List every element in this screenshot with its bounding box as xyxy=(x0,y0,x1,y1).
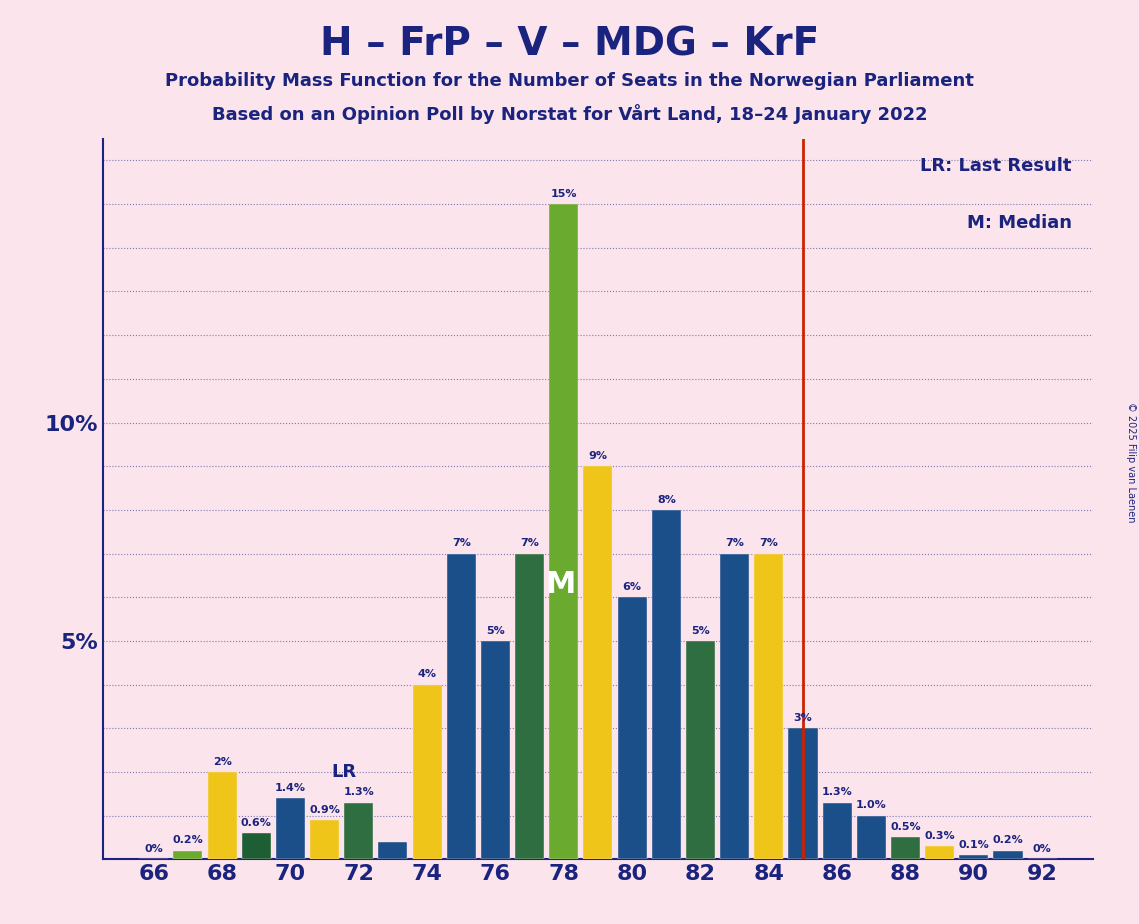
Text: Based on an Opinion Poll by Norstat for Vårt Land, 18–24 January 2022: Based on an Opinion Poll by Norstat for … xyxy=(212,104,927,125)
Text: 0%: 0% xyxy=(145,845,163,854)
Text: 0.2%: 0.2% xyxy=(993,835,1023,845)
Bar xyxy=(378,842,408,859)
Text: 1.0%: 1.0% xyxy=(857,800,886,810)
Bar xyxy=(959,855,989,859)
Bar xyxy=(207,772,237,859)
Bar xyxy=(652,510,681,859)
Text: 0.5%: 0.5% xyxy=(891,822,920,833)
Text: 1.4%: 1.4% xyxy=(274,783,306,793)
Text: 15%: 15% xyxy=(550,188,577,199)
Bar xyxy=(891,837,920,859)
Text: 0%: 0% xyxy=(1033,845,1051,854)
Bar xyxy=(173,851,203,859)
Bar xyxy=(241,833,271,859)
Text: 7%: 7% xyxy=(452,539,470,548)
Text: 0.2%: 0.2% xyxy=(173,835,203,845)
Text: M: M xyxy=(546,569,575,599)
Bar xyxy=(412,685,442,859)
Bar xyxy=(446,553,476,859)
Text: 0.9%: 0.9% xyxy=(309,805,341,815)
Bar xyxy=(857,816,886,859)
Text: 0.3%: 0.3% xyxy=(925,831,954,841)
Text: 0.1%: 0.1% xyxy=(959,840,989,850)
Bar xyxy=(617,597,647,859)
Text: LR: Last Result: LR: Last Result xyxy=(920,156,1072,175)
Text: 1.3%: 1.3% xyxy=(822,787,852,797)
Text: M: Median: M: Median xyxy=(967,214,1072,232)
Bar xyxy=(583,467,613,859)
Text: 9%: 9% xyxy=(589,451,607,461)
Bar xyxy=(515,553,544,859)
Bar xyxy=(276,798,305,859)
Text: 2%: 2% xyxy=(213,757,231,767)
Bar xyxy=(686,641,715,859)
Text: 1.3%: 1.3% xyxy=(344,787,374,797)
Text: 5%: 5% xyxy=(691,626,710,636)
Text: © 2025 Filip van Laenen: © 2025 Filip van Laenen xyxy=(1126,402,1136,522)
Text: 7%: 7% xyxy=(760,539,778,548)
Text: 5%: 5% xyxy=(486,626,505,636)
Text: 0.6%: 0.6% xyxy=(240,818,272,828)
Text: H – FrP – V – MDG – KrF: H – FrP – V – MDG – KrF xyxy=(320,26,819,64)
Bar xyxy=(925,846,954,859)
Text: 6%: 6% xyxy=(623,582,641,592)
Text: 7%: 7% xyxy=(726,539,744,548)
Text: Probability Mass Function for the Number of Seats in the Norwegian Parliament: Probability Mass Function for the Number… xyxy=(165,72,974,90)
Bar xyxy=(993,851,1023,859)
Bar xyxy=(344,803,374,859)
Text: 4%: 4% xyxy=(418,669,436,679)
Bar xyxy=(310,820,339,859)
Bar xyxy=(754,553,784,859)
Bar xyxy=(788,728,818,859)
Text: 3%: 3% xyxy=(794,713,812,723)
Bar xyxy=(720,553,749,859)
Text: 8%: 8% xyxy=(657,494,675,505)
Bar xyxy=(822,803,852,859)
Text: 7%: 7% xyxy=(521,539,539,548)
Bar xyxy=(549,204,579,859)
Text: LR: LR xyxy=(331,762,357,781)
Bar xyxy=(481,641,510,859)
